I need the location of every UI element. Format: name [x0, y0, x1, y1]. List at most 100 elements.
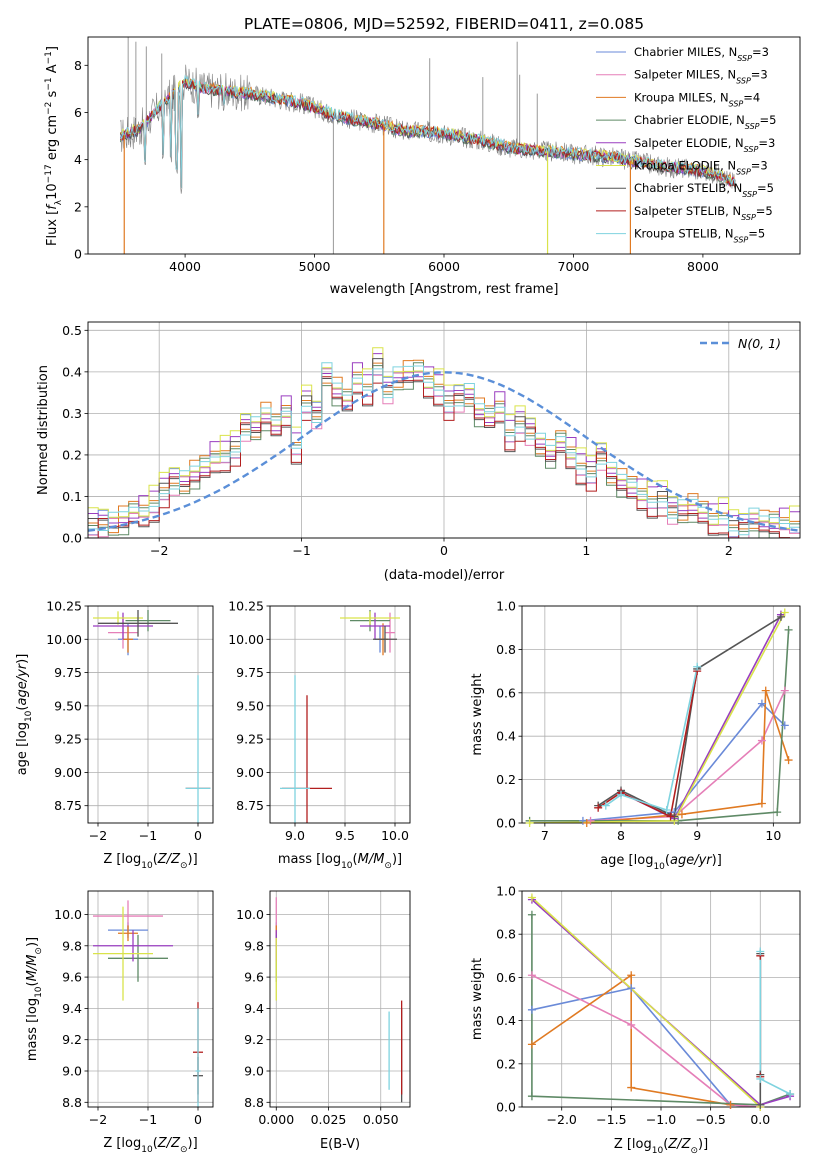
x-tick-label: 2: [725, 543, 733, 558]
y-tick-label: 9.00: [236, 765, 264, 780]
weight-point: [757, 736, 766, 745]
legend-entry: N(0, 1): [738, 336, 781, 351]
x-tick-label: 0.000: [258, 1112, 294, 1127]
panel-mass-vs-ebv: 0.000 0.025 0.050 8.8 9.0 9.2 9.4 9.6 9.8 10.0 E(B…: [236, 890, 411, 1152]
y-tick-label: 9.00: [54, 765, 82, 780]
panel-residual-histogram: −2 −1 0 1 2 0.0 0.1 0.2 0.3 0.4 0.5 N(0, 1) (data-mo…: [36, 321, 801, 583]
y-tick-label: 0.5: [62, 323, 82, 338]
x-axis-label: mass [log10(M/M⊙)]: [278, 852, 402, 871]
weight-series: [531, 914, 791, 1106]
weight-point: [780, 686, 789, 695]
x-tick-label: −2: [89, 828, 107, 843]
y-tick-label: 10.0: [236, 907, 264, 922]
y-tick-label: 10.0: [54, 907, 82, 922]
x-axis-label: (data-model)/error: [384, 568, 505, 583]
x-tick-label: −1.0: [646, 1112, 676, 1127]
y-axis-label: mass weight: [470, 958, 485, 1040]
y-tick-label: 9.25: [236, 732, 264, 747]
weight-point: [756, 947, 765, 956]
histogram-series: [88, 362, 800, 536]
y-tick-label: 9.75: [54, 665, 82, 680]
axes-frame: [269, 890, 411, 1108]
weight-point: [726, 1100, 735, 1109]
x-tick-label: 5000: [299, 259, 331, 274]
weight-point: [780, 608, 789, 617]
panel-age-vs-mass: 9.0 9.5 10.0 8.75 9.00 9.25 9.50 9.75 10.00 10.25…: [228, 599, 411, 871]
x-tick-label: 1: [582, 543, 590, 558]
axes-frame: [269, 605, 411, 824]
axes-frame: [87, 321, 801, 539]
plot-area: [275, 897, 403, 1103]
weight-point: [784, 625, 793, 634]
weight-series: [531, 987, 761, 1107]
weight-point: [773, 808, 782, 817]
y-axis-label: age [log10(age/yr)]: [15, 654, 34, 776]
weight-point: [786, 1090, 795, 1099]
y-tick-label: 9.0: [244, 1064, 264, 1079]
legend-entry: Chabrier STELIB, NSSP=5: [634, 181, 774, 199]
y-tick-label: 9.50: [54, 698, 82, 713]
weight-point: [527, 1092, 536, 1101]
x-tick-label: 0.0: [750, 1112, 770, 1127]
weight-point: [780, 721, 789, 730]
legend-entry: Chabrier ELODIE, NSSP=5: [634, 113, 776, 131]
x-tick-label: 8: [617, 828, 625, 843]
plot-area: [529, 612, 790, 823]
y-tick-label: 0.6: [496, 970, 516, 985]
y-axis-label: Flux [fλ10−17 erg cm−2 s−1 A−1]: [44, 46, 64, 246]
weight-series: [529, 612, 786, 823]
y-tick-label: 0.4: [496, 1013, 516, 1028]
x-axis-label: Z [log10(Z/Z⊙)]: [103, 1136, 197, 1155]
panel-mass-weight-vs-Z: −2.0 −1.5 −1.0 −0.5 0.0 0.0 0.2 0.4 0.6 0.8 1.0 Z […: [470, 884, 801, 1156]
weight-series: [531, 973, 731, 1106]
x-tick-label: −2.0: [547, 1112, 577, 1127]
legend-entry: Salpeter STELIB, NSSP=5: [634, 204, 773, 222]
x-tick-label: 0.050: [363, 1112, 399, 1127]
weight-series: [529, 629, 790, 822]
y-tick-label: 0.4: [62, 364, 82, 379]
y-tick-label: 0.0: [496, 816, 516, 831]
weight-series: [759, 951, 791, 1095]
legend-entry: Salpeter MILES, NSSP=3: [634, 68, 768, 86]
axes-frame: [521, 605, 801, 824]
plot-area: [93, 900, 203, 1107]
y-tick-label: 0.2: [62, 447, 82, 462]
y-tick-label: 0.0: [62, 531, 82, 546]
weight-point: [594, 803, 603, 812]
weight-point: [693, 662, 702, 671]
y-tick-label: 2: [74, 199, 82, 214]
x-axis-label: Z [log10(Z/Z⊙)]: [103, 852, 197, 871]
x-tick-label: 10: [765, 828, 781, 843]
panel-age-vs-Z: −2 −1 0 8.75 9.00 9.25 9.50 9.75 10.00 10.25 Z [lo…: [15, 599, 214, 871]
weight-point: [617, 790, 626, 799]
plot-area: [280, 609, 400, 823]
x-tick-label: 0.025: [311, 1112, 347, 1127]
x-axis-label: E(B-V): [320, 1137, 360, 1152]
weight-point: [776, 612, 785, 621]
y-tick-label: 9.8: [244, 938, 264, 953]
plot-area: [93, 609, 211, 823]
x-tick-label: −1: [139, 828, 157, 843]
panel-mass-vs-Z: −2 −1 0 8.8 9.0 9.2 9.4 9.6 9.8 10.0 Z [log10(Z/Z⊙…: [25, 890, 214, 1155]
y-tick-label: 9.25: [54, 732, 82, 747]
weight-point: [627, 1020, 636, 1029]
weight-series: [620, 614, 782, 820]
y-tick-label: 4: [74, 152, 82, 167]
y-tick-label: 8: [74, 58, 82, 73]
y-tick-label: 0.6: [496, 685, 516, 700]
y-tick-label: 9.0: [62, 1064, 82, 1079]
legend-entry: Salpeter ELODIE, NSSP=3: [634, 136, 775, 154]
y-tick-label: 10.25: [46, 599, 82, 614]
y-tick-label: 9.6: [62, 970, 82, 985]
weight-point: [627, 1083, 636, 1092]
weight-point: [527, 910, 536, 919]
model-spectrum: [119, 74, 736, 189]
x-tick-label: −2: [150, 543, 168, 558]
panel-spectrum: 4000 5000 6000 7000 8000 0 2 4 6 8 Chabrier MILES,…: [44, 36, 801, 297]
weight-point: [666, 812, 675, 821]
x-tick-label: 0: [194, 828, 202, 843]
x-tick-label: 9.0: [285, 828, 305, 843]
y-axis-label: mass weight: [470, 673, 485, 755]
weight-point: [662, 805, 671, 814]
